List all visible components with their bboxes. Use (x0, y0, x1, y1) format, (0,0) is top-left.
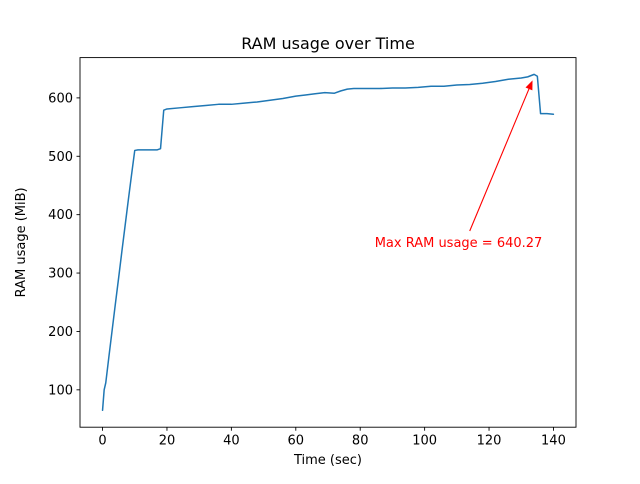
chart-title: RAM usage over Time (241, 34, 415, 53)
max-ram-annotation-text: Max RAM usage = 640.27 (375, 236, 543, 251)
y-axis-label: RAM usage (MiB) (14, 187, 29, 297)
x-tick-label: 40 (223, 434, 240, 449)
y-tick-label: 200 (48, 325, 73, 340)
y-tick-label: 100 (48, 383, 73, 398)
annotation-arrowhead (525, 80, 533, 91)
annotation-arrow-line (469, 83, 532, 232)
x-tick-label: 80 (352, 434, 369, 449)
ram-usage-line (101, 73, 555, 412)
plot-contents (101, 73, 555, 412)
x-tick-label: 20 (159, 434, 176, 449)
x-tick-label: 0 (98, 434, 106, 449)
y-tick-label: 600 (48, 91, 73, 106)
x-tick-label: 60 (288, 434, 305, 449)
axis-ticks: 0 20 40 60 80 100 120 140 100 200 300 400 500 600 (48, 91, 566, 448)
x-tick-label: 100 (412, 434, 437, 449)
x-axis-label: Time (sec) (293, 453, 362, 468)
x-tick-label: 140 (541, 434, 566, 449)
y-tick-label: 500 (48, 150, 73, 165)
y-tick-label: 400 (48, 208, 73, 223)
x-tick-label: 120 (477, 434, 502, 449)
axes-spines (79, 57, 577, 428)
y-tick-label: 300 (48, 267, 73, 282)
